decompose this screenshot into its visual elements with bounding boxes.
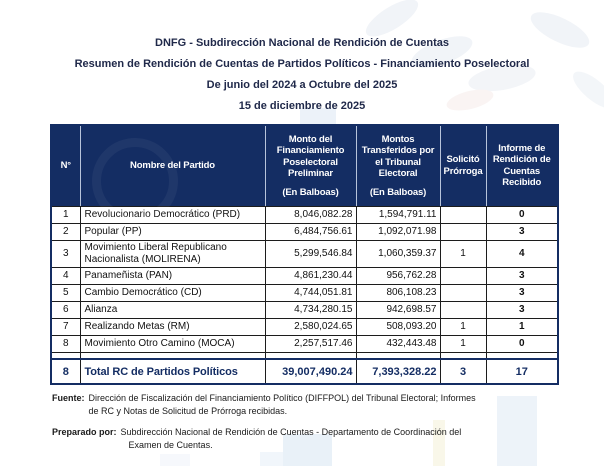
col-header-amount: Monto del Financiamiento Poselectoral Pr… [264, 124, 357, 207]
cell-extension [439, 205, 487, 224]
cell-amount: 4,861,230.44 [264, 266, 357, 285]
document-title-block: DNFG - Subdirección Nacional de Rendició… [0, 0, 604, 117]
cell-transferred: 508,093.20 [355, 317, 441, 336]
cell-party: Cambio Democrático (CD) [79, 283, 266, 302]
total-row: 8 Total RC de Partidos Políticos 39,007,… [50, 358, 559, 385]
source-note: Fuente: Dirección de Fiscalización del F… [52, 392, 557, 418]
cell-amount: 4,734,280.15 [264, 300, 357, 319]
col-header-party: Nombre del Partido [79, 124, 266, 207]
total-reports: 17 [485, 358, 559, 385]
total-count: 8 [50, 358, 81, 385]
cell-party: Movimiento Otro Camino (MOCA) [79, 334, 266, 353]
prepared-by-label: Preparado por: [52, 427, 117, 437]
cell-number: 5 [50, 283, 81, 302]
rendicion-cuentas-table: N° Nombre del Partido Monto del Financia… [50, 124, 559, 385]
prepared-by-note: Preparado por: Subdirección Nacional de … [52, 426, 557, 452]
table-row: 3 Movimiento Liberal Republicano Naciona… [50, 239, 559, 268]
cell-reports: 3 [485, 222, 559, 241]
cell-extension: 1 [439, 334, 487, 353]
cell-number: 1 [50, 205, 81, 224]
col-header-amount-unit: (En Balboas) [282, 186, 339, 198]
cell-extension: 1 [439, 239, 487, 268]
cell-party: Popular (PP) [79, 222, 266, 241]
table-row: 1 Revolucionario Democrático (PRD) 8,046… [50, 205, 559, 224]
cell-transferred: 942,698.57 [355, 300, 441, 319]
cell-amount: 2,580,024.65 [264, 317, 357, 336]
cell-transferred: 1,060,359.37 [355, 239, 441, 268]
total-label: Total RC de Partidos Políticos [79, 358, 266, 385]
source-label: Fuente: [52, 393, 85, 403]
col-header-reports: Informe de Rendición de Cuentas Recibido [485, 124, 559, 207]
total-transferred: 7,393,328.22 [355, 358, 441, 385]
table-row: 4 Panameñista (PAN) 4,861,230.44 956,762… [50, 266, 559, 285]
cell-reports: 4 [485, 239, 559, 268]
cell-number: 7 [50, 317, 81, 336]
cell-extension [439, 266, 487, 285]
cell-extension [439, 300, 487, 319]
report-title: Resumen de Rendición de Cuentas de Parti… [74, 58, 530, 70]
cell-party: Movimiento Liberal Republicano Nacionali… [79, 239, 266, 268]
cell-transferred: 1,092,071.98 [355, 222, 441, 241]
report-period: De junio del 2024 a Octubre del 2025 [206, 79, 398, 91]
cell-reports: 0 [485, 205, 559, 224]
table-row: 2 Popular (PP) 6,484,756.61 1,092,071.98… [50, 222, 559, 241]
cell-extension [439, 222, 487, 241]
cell-reports: 1 [485, 317, 559, 336]
col-header-number: N° [50, 124, 81, 207]
table-row: 6 Alianza 4,734,280.15 942,698.57 3 [50, 300, 559, 319]
cell-reports: 3 [485, 266, 559, 285]
cell-transferred: 956,762.28 [355, 266, 441, 285]
cell-amount: 8,046,082.28 [264, 205, 357, 224]
cell-amount: 6,484,756.61 [264, 222, 357, 241]
cell-party: Realizando Metas (RM) [79, 317, 266, 336]
cell-amount: 4,744,051.81 [264, 283, 357, 302]
footer-notes: Fuente: Dirección de Fiscalización del F… [52, 392, 557, 452]
cell-transferred: 1,594,791.11 [355, 205, 441, 224]
source-text: Dirección de Fiscalización del Financiam… [88, 393, 476, 416]
cell-amount: 5,299,546.84 [264, 239, 357, 268]
col-header-transferred-title: Montos Transferidos por el Tribunal Elec… [361, 133, 435, 180]
col-header-extension: Solicitó Prórroga [439, 124, 487, 207]
report-date: 15 de diciembre de 2025 [238, 100, 366, 112]
col-header-amount-title: Monto del Financiamiento Poselectoral Pr… [276, 133, 345, 180]
cell-extension [439, 283, 487, 302]
col-header-transferred: Montos Transferidos por el Tribunal Elec… [355, 124, 441, 207]
cell-party: Revolucionario Democrático (PRD) [79, 205, 266, 224]
cell-number: 4 [50, 266, 81, 285]
cell-party: Alianza [79, 300, 266, 319]
table-row: 7 Realizando Metas (RM) 2,580,024.65 508… [50, 317, 559, 336]
col-header-transferred-unit: (En Balboas) [369, 186, 427, 198]
prepared-by-text: Subdirección Nacional de Rendición de Cu… [120, 427, 462, 450]
spacer-row [50, 351, 559, 360]
cell-extension: 1 [439, 317, 487, 336]
cell-party: Panameñista (PAN) [79, 266, 266, 285]
table-row: 5 Cambio Democrático (CD) 4,744,051.81 8… [50, 283, 559, 302]
cell-amount: 2,257,517.46 [264, 334, 357, 353]
total-extension: 3 [439, 358, 487, 385]
cell-transferred: 806,108.23 [355, 283, 441, 302]
cell-transferred: 432,443.48 [355, 334, 441, 353]
cell-number: 3 [50, 239, 81, 268]
cell-reports: 3 [485, 300, 559, 319]
cell-reports: 0 [485, 334, 559, 353]
cell-number: 8 [50, 334, 81, 353]
cell-number: 6 [50, 300, 81, 319]
cell-reports: 3 [485, 283, 559, 302]
org-title: DNFG - Subdirección Nacional de Rendició… [155, 37, 449, 49]
table-header-row: N° Nombre del Partido Monto del Financia… [50, 124, 559, 207]
table-row: 8 Movimiento Otro Camino (MOCA) 2,257,51… [50, 334, 559, 353]
cell-number: 2 [50, 222, 81, 241]
total-amount: 39,007,490.24 [264, 358, 357, 385]
